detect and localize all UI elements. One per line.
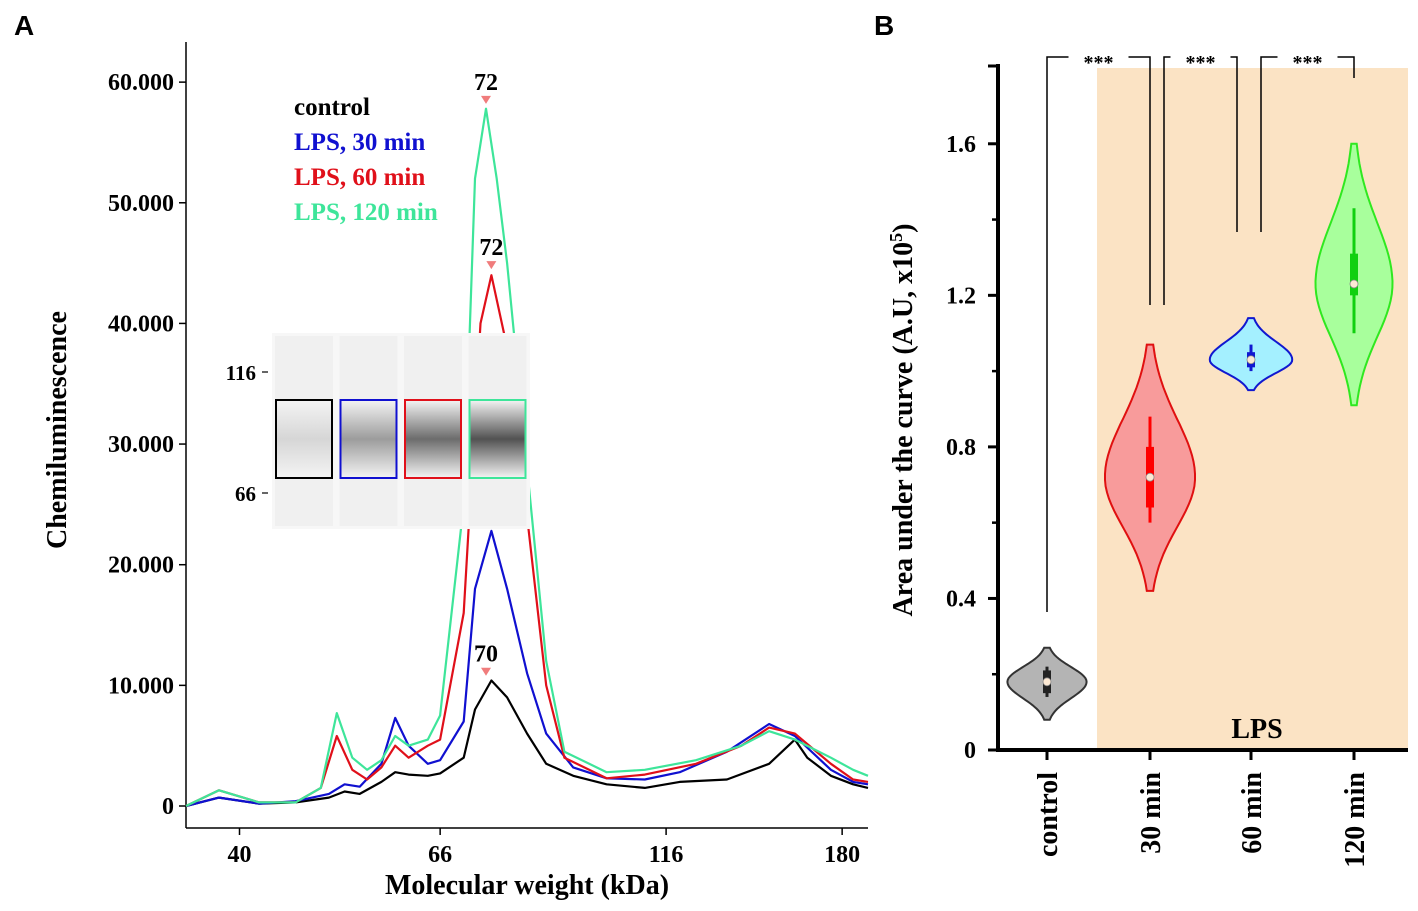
y-tick-label: 20.000 bbox=[108, 553, 174, 579]
y-tick-label: 0.4 bbox=[946, 586, 976, 612]
series-line-lps-30-min bbox=[185, 529, 869, 808]
x-tick-label: 66 bbox=[428, 842, 452, 868]
y-tick-label: 1.2 bbox=[946, 283, 976, 309]
violin-median-dot bbox=[1042, 677, 1052, 687]
panel-a-letter: A bbox=[14, 10, 35, 41]
chart-a-line-plot: 0 10.000 20.000 30.000 40.000 50.000 60.000 40 6… bbox=[42, 42, 869, 901]
y-tick-label: 0 bbox=[162, 794, 174, 820]
lps-region-label: LPS bbox=[1231, 714, 1282, 745]
y-axis-label: Chemiluminescence bbox=[42, 311, 73, 549]
legend-entry: LPS, 30 min bbox=[294, 129, 425, 156]
series-line-control bbox=[185, 679, 869, 808]
y-axis-label-suffix: ) bbox=[888, 224, 919, 233]
significance-label: *** bbox=[1084, 52, 1114, 74]
inset-blot-band-box bbox=[468, 399, 527, 479]
y-axis-label-main: Area under the curve (A.U, x10 bbox=[888, 242, 919, 617]
y-tick-label: 40.000 bbox=[108, 311, 174, 337]
inset-blot-band bbox=[405, 400, 461, 478]
y-tick-label: 0 bbox=[964, 738, 976, 764]
inset-blot bbox=[272, 333, 530, 529]
peak-label: 70 bbox=[474, 642, 498, 668]
x-tick-label: 40 bbox=[228, 842, 252, 868]
significance-bracket-left bbox=[1260, 56, 1278, 232]
y-tick-label: 1.6 bbox=[946, 132, 976, 158]
inset-blot-band bbox=[340, 400, 397, 478]
violin-box bbox=[1350, 253, 1358, 296]
y-tick-label: 10.000 bbox=[108, 673, 174, 699]
inset-blot-band-box bbox=[275, 399, 333, 479]
significance-bracket-right bbox=[1337, 56, 1355, 78]
panel-b-letter: B bbox=[874, 10, 895, 41]
peak-marker bbox=[480, 95, 491, 104]
inset-blot-band bbox=[469, 400, 526, 478]
inset-blot-band-box bbox=[339, 399, 398, 479]
peak-label: 72 bbox=[479, 235, 503, 261]
legend-entry: LPS, 60 min bbox=[294, 164, 425, 191]
significance-bracket-left bbox=[1046, 56, 1069, 612]
inset-blot-band bbox=[276, 400, 332, 478]
x-tick-label: 180 bbox=[824, 842, 860, 868]
significance-label: *** bbox=[1293, 52, 1323, 74]
peak-marker bbox=[486, 261, 497, 270]
x-tick-label: 116 bbox=[649, 842, 684, 868]
x-category-label: control bbox=[1033, 772, 1064, 857]
legend-entry: control bbox=[294, 94, 370, 121]
y-tick-label: 0.8 bbox=[946, 435, 976, 461]
violin-median-dot bbox=[1246, 355, 1256, 365]
x-category-label: 30 min bbox=[1136, 772, 1167, 854]
peak-marker bbox=[480, 667, 491, 676]
inset-blot-band-box bbox=[404, 399, 462, 479]
violin-median-dot bbox=[1145, 472, 1155, 482]
x-axis-label: Molecular weight (kDa) bbox=[385, 870, 669, 901]
y-tick-label: 50.000 bbox=[108, 191, 174, 217]
significance-bracket-right bbox=[1128, 56, 1151, 305]
y-axis-label-superscript: 5 bbox=[886, 233, 906, 242]
y-axis-label: Area under the curve (A.U, x105) bbox=[886, 224, 919, 617]
series-line-lps-120-min bbox=[185, 107, 869, 807]
y-tick-label: 30.000 bbox=[108, 432, 174, 458]
x-category-label: 120 min bbox=[1340, 772, 1371, 868]
violin-median-dot bbox=[1349, 279, 1359, 289]
inset-marker-label: 116 bbox=[226, 361, 256, 385]
y-tick-label: 60.000 bbox=[108, 70, 174, 96]
inset-marker-label: 66 bbox=[235, 482, 256, 506]
significance-bracket-left bbox=[1163, 56, 1171, 305]
legend-entry: LPS, 120 min bbox=[294, 199, 438, 226]
significance-label: *** bbox=[1186, 52, 1216, 74]
significance-bracket-right bbox=[1230, 56, 1238, 232]
peak-label: 72 bbox=[474, 70, 498, 96]
x-category-label: 60 min bbox=[1237, 772, 1268, 854]
